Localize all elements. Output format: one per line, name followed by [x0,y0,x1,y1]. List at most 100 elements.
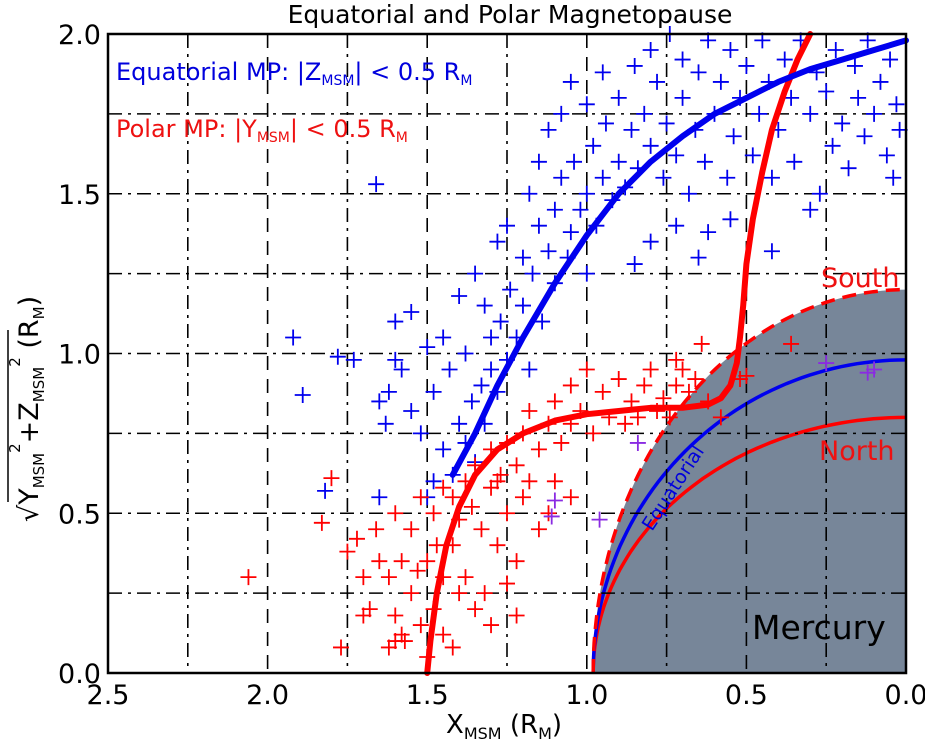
data-point [329,348,346,365]
data-point [802,105,819,122]
data-point [514,489,531,506]
mercury-layer [591,289,907,674]
data-point [428,537,445,554]
data-point [377,415,394,432]
data-point [412,617,429,634]
data-point [403,585,420,602]
data-point [763,243,780,260]
data-point [502,281,519,298]
data-point [655,169,672,186]
data-point [566,153,583,170]
y-tick-label: 2.0 [58,20,101,51]
data-point [751,105,768,122]
data-point [856,128,873,145]
data-point [562,489,579,506]
legend-polar: Polar MP: |YMSM| < 0.5 RM [116,115,408,146]
data-point [345,351,362,368]
data-point [636,105,653,122]
data-point [387,607,404,624]
x-tick-label: 2.5 [87,680,130,711]
x-tick-labels: 2.5 2.0 1.5 1.0 0.5 0.0 [87,680,925,711]
data-point [483,479,500,496]
data-point [368,521,385,538]
x-axis-label: XMSM (RM) [446,710,562,743]
data-point [425,383,442,400]
data-point [546,201,563,218]
data-point [546,473,563,490]
data-point [553,169,570,186]
data-point [467,265,484,282]
x-tick-label: 0.0 [885,680,925,711]
data-point [412,425,429,442]
y-tick-labels: 0.0 0.5 1.0 1.5 2.0 [58,20,101,690]
fits-layer [424,31,909,676]
data-point [594,64,611,81]
y-tick-label: 1.5 [58,180,101,211]
data-point [387,633,404,650]
data-point [530,217,547,234]
data-point [578,185,595,202]
data-point [524,265,541,282]
data-point [419,339,436,356]
data-point [594,383,611,400]
data-point [403,403,420,420]
data-point [562,377,579,394]
data-point [425,473,442,490]
data-point [419,553,436,570]
chart-title: Equatorial and Polar Magnetopause [288,0,733,29]
data-point [626,256,643,273]
data-point [540,243,557,260]
data-point [514,297,531,314]
data-point [693,335,710,352]
data-point [700,224,717,241]
data-point [435,626,452,643]
data-point [451,287,468,304]
data-point [451,585,468,602]
data-point [872,73,889,90]
data-point [642,233,659,250]
data-point [719,169,736,186]
data-point [610,89,627,106]
data-point [866,105,883,122]
data-point [738,57,755,74]
data-point [333,639,350,656]
data-point [786,153,803,170]
data-point [380,383,397,400]
data-point [591,511,608,528]
data-point [403,521,420,538]
data-point [674,361,691,378]
data-point [696,153,713,170]
data-point [610,153,627,170]
x-tick-label: 1.5 [406,680,449,711]
data-point [492,466,509,483]
legend-equatorial: Equatorial MP: |ZMSM| < 0.5 RM [116,58,472,89]
data-point [827,41,844,58]
data-point [553,105,570,122]
data-point [578,361,595,378]
data-point [492,313,509,330]
data-point [444,489,461,506]
y-tick-label: 0.0 [58,659,101,690]
x-tick-label: 2.0 [246,680,289,711]
data-point [534,313,551,330]
data-point [412,489,429,506]
data-point [355,569,372,586]
data-point [463,498,480,515]
data-point [540,121,557,138]
data-point [393,361,410,378]
data-point [585,137,602,154]
x-tick-label: 1.0 [565,680,608,711]
data-point [317,482,334,499]
data-point [348,530,365,547]
data-point [294,387,311,404]
plot-frame [106,32,908,675]
fit-line [424,31,814,676]
data-point [435,479,452,496]
data-point [393,626,410,643]
data-point [546,492,563,509]
data-point [499,575,515,592]
data-point [594,169,611,186]
data-point [578,265,595,282]
data-point [380,639,397,656]
fit-line [449,37,909,478]
